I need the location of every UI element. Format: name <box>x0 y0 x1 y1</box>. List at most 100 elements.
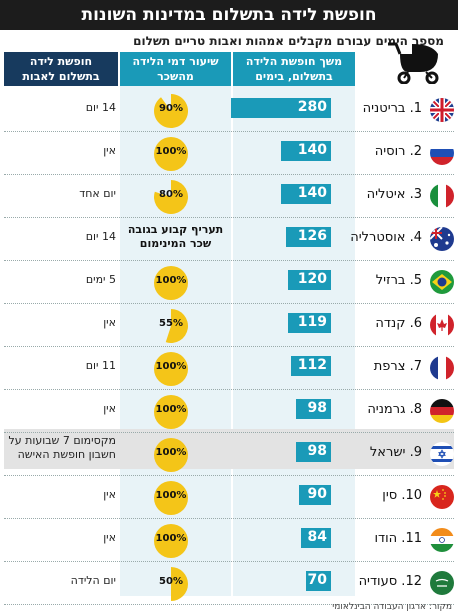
bar <box>288 313 331 333</box>
bar-value-label: 84 <box>307 529 327 545</box>
flag-icon-germany <box>430 399 454 423</box>
rate-value-label: 100% <box>155 275 187 286</box>
bar <box>299 485 331 505</box>
bar <box>231 98 331 118</box>
bar-value-label: 70 <box>307 572 327 588</box>
rate-value-label: 100% <box>155 361 187 372</box>
flag-icon-brazil <box>430 270 454 294</box>
bar <box>306 571 331 591</box>
pie-slice <box>154 137 188 171</box>
rate-value-label: 100% <box>155 404 187 415</box>
rate-value-label: 100% <box>155 490 187 501</box>
country-label: 1. בריטניה <box>362 101 422 116</box>
country-label: 9. ישראל <box>369 445 422 460</box>
table-row: 6. קנדה 119 55% אין <box>0 301 458 347</box>
country-label: 5. ברזיל <box>375 273 422 288</box>
bar-value-label: 126 <box>297 228 327 244</box>
father-leave-label: 5 ימים <box>85 273 116 286</box>
rate-value-label: 100% <box>155 146 187 157</box>
table-row: 10. סין 90 100% אין <box>0 473 458 519</box>
flag-icon-uk <box>430 98 454 122</box>
pie-slice <box>154 524 188 558</box>
table-row: 9. ישראל 98 100% מקסימום 7 שבועות על חשבון … <box>0 430 458 476</box>
page-subtitle: מספר הימים עבורם מקבלים אמהות ואבות טריי… <box>133 34 444 48</box>
bar-value-label: 98 <box>307 443 327 459</box>
bar <box>286 227 331 247</box>
stroller-icon <box>388 42 439 84</box>
bar <box>291 356 331 376</box>
days-column-band <box>233 86 355 596</box>
country-label: 7. צרפת <box>373 359 422 374</box>
country-label: 11. הודו <box>374 531 423 546</box>
country-label: 8. גרמניה <box>367 402 422 417</box>
row-separator <box>4 174 454 175</box>
pie-slice <box>154 352 188 386</box>
father-leave-label: אין <box>103 316 116 329</box>
rate-value-label: 100% <box>155 533 187 544</box>
country-label: 3. איטליה <box>366 187 422 202</box>
pie-slice <box>165 309 188 343</box>
table-row: 11. הודו 84 100% אין <box>0 516 458 562</box>
country-label: 4. אוסטרליה <box>350 230 422 245</box>
table-row: 4. אוסטרליה 126 תעריף קבוע בגובה שכר המיני… <box>0 215 458 261</box>
row-separator <box>4 561 454 562</box>
bar <box>296 442 331 462</box>
table-row: 8. גרמניה 98 100% אין <box>0 387 458 433</box>
bar <box>288 270 331 290</box>
bar <box>301 528 331 548</box>
row-separator <box>4 217 454 218</box>
flag-icon-israel <box>430 442 454 466</box>
bar <box>296 399 331 419</box>
table-row: 12. סעודיה 70 50% יום הלידה <box>0 559 458 605</box>
row-separator <box>4 518 454 519</box>
pie-slice <box>171 567 188 601</box>
page-title: חופשת לידה בתשלום במדינות השונות <box>0 0 458 30</box>
table-row: 2. רוסיה 140 100% אין <box>0 129 458 175</box>
flag-icon-australia <box>430 227 454 251</box>
country-label: 10. סין <box>382 488 422 503</box>
father-leave-label: יום הלידה <box>70 574 116 587</box>
bar-value-label: 112 <box>297 357 327 373</box>
rate-value-label: 80% <box>159 189 183 200</box>
flag-icon-france <box>430 356 454 380</box>
bar-value-label: 140 <box>297 142 327 158</box>
column-header-rate: שיעור דמי הלידה מהשכר <box>120 52 231 86</box>
bar <box>281 184 331 204</box>
table-row: 3. איטליה 140 80% יום אחד <box>0 172 458 218</box>
father-leave-label: 14 יום <box>85 101 116 114</box>
row-separator <box>4 389 454 390</box>
country-label: 6. קנדה <box>375 316 422 331</box>
bar-value-label: 280 <box>297 99 327 115</box>
flag-icon-saudi <box>430 571 454 595</box>
father-leave-label: מקסימום 7 שבועות על חשבון חופשת האישה <box>8 434 116 461</box>
bar-value-label: 90 <box>307 486 327 502</box>
rate-value-label: 50% <box>159 576 183 587</box>
flag-icon-russia <box>430 141 454 165</box>
rate-value-label: 90% <box>159 103 183 114</box>
country-label: 2. רוסיה <box>374 144 422 159</box>
rate-fixed-text: תעריף קבוע בגובה שכר המינימום <box>127 223 224 250</box>
pie-slice <box>154 180 188 214</box>
flag-icon-india <box>430 528 454 552</box>
bar-value-label: 120 <box>297 271 327 287</box>
israel-highlight <box>4 429 454 469</box>
row-separator <box>4 346 454 347</box>
father-leave-label: אין <box>103 531 116 544</box>
table-row: 7. צרפת 112 100% 11 יום <box>0 344 458 390</box>
rate-value-label: 55% <box>159 318 183 329</box>
father-leave-label: 14 יום <box>85 230 116 243</box>
row-separator <box>4 303 454 304</box>
row-separator <box>4 604 454 605</box>
bar-value-label: 140 <box>297 185 327 201</box>
pie-slice <box>154 94 188 128</box>
bar-value-label: 98 <box>307 400 327 416</box>
flag-icon-china <box>430 485 454 509</box>
father-leave-label: אין <box>103 144 116 157</box>
pie-slice <box>154 438 188 472</box>
bar <box>281 141 331 161</box>
bar-value-label: 119 <box>297 314 327 330</box>
pie-slice <box>154 481 188 515</box>
father-leave-label: 11 יום <box>85 359 116 372</box>
column-header-days: משך חופשת הלידה בתשלום, בימים <box>233 52 355 86</box>
flag-icon-canada <box>430 313 454 337</box>
